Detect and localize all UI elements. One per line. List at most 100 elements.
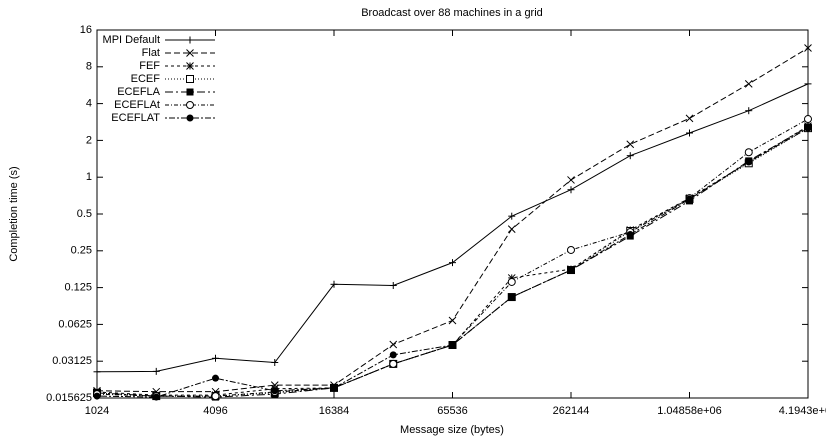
legend-marker bbox=[186, 75, 194, 83]
legend-label: ECEF bbox=[131, 73, 161, 85]
data-point bbox=[626, 230, 634, 238]
x-axis-label: Message size (bytes) bbox=[400, 424, 504, 436]
data-point-part bbox=[389, 359, 398, 368]
data-point bbox=[686, 195, 693, 203]
data-point bbox=[685, 114, 694, 123]
x-tick-label: 16384 bbox=[319, 405, 350, 417]
data-point-part bbox=[686, 195, 693, 203]
y-tick-label: 8 bbox=[86, 61, 92, 73]
data-point bbox=[745, 107, 753, 115]
x-tick-label: 1024 bbox=[85, 405, 109, 417]
legend-label: ECEFLA bbox=[117, 86, 160, 98]
legend-marker bbox=[186, 101, 194, 109]
legend-marker-part bbox=[186, 88, 194, 96]
legend-marker bbox=[186, 49, 194, 57]
data-point bbox=[626, 152, 634, 160]
legend-marker-part bbox=[186, 62, 194, 70]
y-tick-label: 2 bbox=[86, 134, 92, 146]
data-point bbox=[212, 354, 219, 362]
chart-title: Broadcast over 88 machines in a grid bbox=[361, 7, 543, 19]
x-tick-label: 1.04858e+06 bbox=[657, 405, 722, 417]
legend-marker-part bbox=[186, 75, 194, 83]
y-tick-label: 0.0625 bbox=[58, 318, 92, 330]
data-point bbox=[330, 384, 338, 392]
y-tick-label: 0.5 bbox=[77, 208, 92, 220]
x-tick-label: 262144 bbox=[553, 405, 590, 417]
data-point-part bbox=[389, 351, 397, 359]
data-point bbox=[389, 351, 397, 359]
data-point-part bbox=[804, 115, 812, 124]
x-tick-label: 4.1943e+06 bbox=[779, 405, 826, 417]
data-point bbox=[804, 124, 812, 132]
series-line bbox=[96, 47, 809, 393]
data-point bbox=[508, 293, 516, 301]
y-axis-label: Completion time (s) bbox=[8, 166, 20, 261]
data-point bbox=[271, 387, 279, 395]
data-point-part bbox=[449, 341, 456, 349]
y-tick-label: 4 bbox=[86, 98, 92, 110]
data-point-part bbox=[507, 225, 516, 233]
data-point bbox=[804, 80, 812, 88]
data-point bbox=[507, 225, 516, 233]
data-point-part bbox=[152, 393, 160, 401]
data-point bbox=[745, 158, 753, 166]
legend-label: FEF bbox=[139, 60, 160, 72]
series-line bbox=[96, 118, 809, 397]
y-tick-label: 0.015625 bbox=[46, 392, 92, 404]
y-tick-label: 0.25 bbox=[71, 245, 92, 257]
data-point bbox=[567, 266, 575, 274]
data-point-part bbox=[804, 44, 812, 52]
data-point-part bbox=[93, 392, 101, 400]
legend-marker-part bbox=[186, 49, 194, 57]
data-point bbox=[508, 212, 516, 220]
data-point-part bbox=[804, 124, 812, 132]
data-point-part bbox=[270, 381, 279, 390]
y-tick-label: 0.03125 bbox=[52, 355, 92, 367]
data-point-part bbox=[626, 140, 635, 149]
data-point bbox=[389, 340, 398, 349]
data-point bbox=[389, 282, 397, 290]
legend-marker-part bbox=[186, 114, 194, 122]
data-point-part bbox=[685, 114, 694, 123]
legend-marker bbox=[186, 62, 194, 70]
data-point bbox=[686, 129, 693, 137]
data-point-part bbox=[389, 340, 398, 349]
data-point bbox=[152, 393, 160, 401]
data-point bbox=[507, 277, 516, 286]
x-tick-label: 4096 bbox=[203, 405, 227, 417]
data-point bbox=[448, 316, 457, 325]
data-point-part bbox=[567, 245, 575, 254]
data-point-part bbox=[507, 277, 516, 286]
legend-label: Flat bbox=[142, 47, 160, 59]
y-tick-label: 1 bbox=[86, 171, 92, 183]
data-point-part bbox=[567, 266, 575, 274]
data-point-part bbox=[744, 148, 753, 157]
data-point-part bbox=[567, 176, 575, 184]
data-point bbox=[567, 186, 575, 194]
data-point bbox=[270, 381, 279, 390]
data-point bbox=[93, 368, 101, 376]
data-point-part bbox=[744, 80, 753, 88]
data-point-part bbox=[330, 384, 338, 392]
data-point bbox=[330, 280, 338, 288]
data-point-part bbox=[448, 316, 457, 325]
legend-marker bbox=[186, 36, 194, 44]
legend-label: MPI Default bbox=[103, 34, 160, 46]
data-point bbox=[804, 115, 812, 124]
legend-label: ECEFLAt bbox=[114, 99, 160, 111]
data-point bbox=[212, 374, 219, 382]
data-point-part bbox=[271, 387, 279, 395]
y-tick-label: 0.125 bbox=[64, 282, 92, 294]
data-point bbox=[744, 148, 753, 157]
data-point bbox=[389, 359, 398, 368]
data-point bbox=[211, 392, 220, 401]
data-point bbox=[567, 176, 575, 184]
data-point bbox=[626, 140, 635, 149]
data-point bbox=[804, 44, 812, 52]
data-point-part bbox=[745, 158, 753, 166]
data-point bbox=[93, 392, 101, 400]
data-point bbox=[449, 259, 456, 267]
data-point bbox=[567, 245, 575, 254]
data-point bbox=[271, 358, 279, 366]
